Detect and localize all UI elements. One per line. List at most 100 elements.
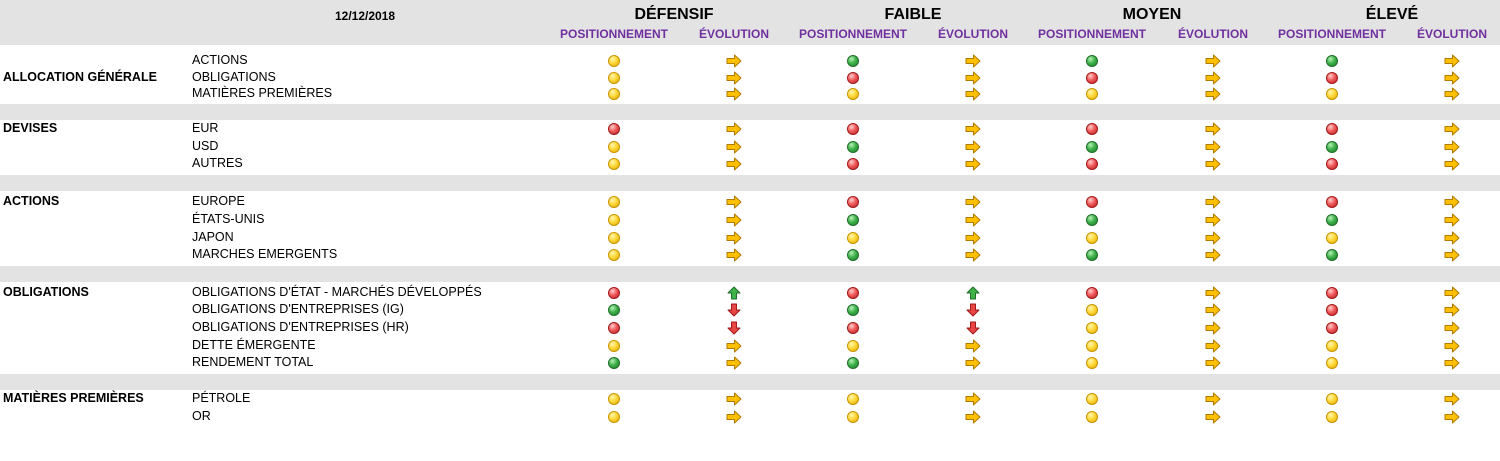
right-arrow-icon [1444, 71, 1460, 85]
yellow-circle-icon [847, 393, 859, 405]
green-circle-icon [608, 357, 620, 369]
red-circle-icon [1326, 304, 1338, 316]
yellow-circle-icon [1086, 393, 1098, 405]
profile-eleve: ÉLEVÉ [1365, 6, 1419, 23]
yellow-circle-icon [1326, 411, 1338, 423]
profile-faible: FAIBLE [884, 6, 942, 23]
row-label: EUR [192, 121, 219, 135]
row-label: ACTIONS [192, 53, 248, 67]
yellow-circle-icon [1086, 411, 1098, 423]
row-label: OBLIGATIONS D'ENTREPRISES (HR) [192, 320, 409, 334]
right-arrow-icon [726, 356, 742, 370]
row-label: RENDEMENT TOTAL [192, 355, 314, 369]
yellow-circle-icon [1326, 88, 1338, 100]
row-label: DETTE ÉMERGENTE [192, 338, 316, 352]
green-circle-icon [1086, 141, 1098, 153]
down-arrow-icon [966, 321, 980, 335]
profile-moyen: MOYEN [1122, 6, 1182, 23]
green-circle-icon [847, 249, 859, 261]
profile-defensif: DÉFENSIF [634, 6, 714, 23]
row-label: OBLIGATIONS D'ÉTAT - MARCHÉS DÉVELOPPÉS [192, 285, 482, 299]
red-circle-icon [608, 123, 620, 135]
down-arrow-icon [727, 321, 741, 335]
right-arrow-icon [1205, 140, 1221, 154]
right-arrow-icon [965, 140, 981, 154]
yellow-circle-icon [1086, 340, 1098, 352]
yellow-circle-icon [608, 214, 620, 226]
green-circle-icon [847, 357, 859, 369]
right-arrow-icon [965, 248, 981, 262]
row-label: OBLIGATIONS [192, 70, 276, 84]
yellow-circle-icon [1326, 340, 1338, 352]
right-arrow-icon [726, 195, 742, 209]
red-circle-icon [847, 287, 859, 299]
right-arrow-icon [1444, 140, 1460, 154]
yellow-circle-icon [1326, 232, 1338, 244]
right-arrow-icon [965, 157, 981, 171]
right-arrow-icon [1444, 286, 1460, 300]
down-arrow-icon [727, 303, 741, 317]
row-label: EUROPE [192, 194, 245, 208]
yellow-circle-icon [1086, 232, 1098, 244]
right-arrow-icon [1444, 122, 1460, 136]
yellow-circle-icon [608, 340, 620, 352]
right-arrow-icon [1444, 339, 1460, 353]
green-circle-icon [847, 141, 859, 153]
right-arrow-icon [1444, 231, 1460, 245]
right-arrow-icon [1444, 87, 1460, 101]
right-arrow-icon [965, 392, 981, 406]
right-arrow-icon [1205, 248, 1221, 262]
yellow-circle-icon [1326, 357, 1338, 369]
right-arrow-icon [1444, 248, 1460, 262]
red-circle-icon [847, 123, 859, 135]
section-separator [0, 266, 1500, 282]
right-arrow-icon [1444, 157, 1460, 171]
yellow-circle-icon [847, 88, 859, 100]
red-circle-icon [847, 72, 859, 84]
red-circle-icon [1086, 158, 1098, 170]
positionnement-header: POSITIONNEMENT [798, 27, 907, 41]
green-circle-icon [847, 214, 859, 226]
section-title: DEVISES [3, 121, 58, 135]
right-arrow-icon [726, 339, 742, 353]
right-arrow-icon [726, 87, 742, 101]
right-arrow-icon [965, 231, 981, 245]
evolution-header: ÉVOLUTION [698, 27, 769, 41]
right-arrow-icon [1205, 54, 1221, 68]
right-arrow-icon [726, 122, 742, 136]
evolution-header: ÉVOLUTION [937, 27, 1008, 41]
evolution-header: ÉVOLUTION [1416, 27, 1487, 41]
right-arrow-icon [726, 248, 742, 262]
right-arrow-icon [1205, 339, 1221, 353]
right-arrow-icon [726, 392, 742, 406]
green-circle-icon [1086, 249, 1098, 261]
row-label: AUTRES [192, 156, 243, 170]
yellow-circle-icon [608, 158, 620, 170]
section-title: ALLOCATION GÉNÉRALE [3, 70, 157, 84]
row-label: OR [192, 409, 211, 423]
right-arrow-icon [965, 54, 981, 68]
section-separator [0, 374, 1500, 390]
yellow-circle-icon [608, 72, 620, 84]
right-arrow-icon [1205, 356, 1221, 370]
right-arrow-icon [1444, 356, 1460, 370]
yellow-circle-icon [847, 340, 859, 352]
row-label: OBLIGATIONS D'ENTREPRISES (IG) [192, 302, 404, 316]
red-circle-icon [1326, 322, 1338, 334]
green-circle-icon [1086, 214, 1098, 226]
up-arrow-icon [966, 286, 980, 300]
yellow-circle-icon [608, 232, 620, 244]
right-arrow-icon [965, 87, 981, 101]
right-arrow-icon [1444, 392, 1460, 406]
positionnement-header: POSITIONNEMENT [559, 27, 668, 41]
yellow-circle-icon [608, 411, 620, 423]
right-arrow-icon [726, 410, 742, 424]
red-circle-icon [1326, 287, 1338, 299]
right-arrow-icon [965, 410, 981, 424]
right-arrow-icon [965, 71, 981, 85]
section-title: ACTIONS [3, 194, 60, 208]
green-circle-icon [1326, 214, 1338, 226]
right-arrow-icon [965, 195, 981, 209]
green-circle-icon [847, 55, 859, 67]
right-arrow-icon [1205, 321, 1221, 335]
